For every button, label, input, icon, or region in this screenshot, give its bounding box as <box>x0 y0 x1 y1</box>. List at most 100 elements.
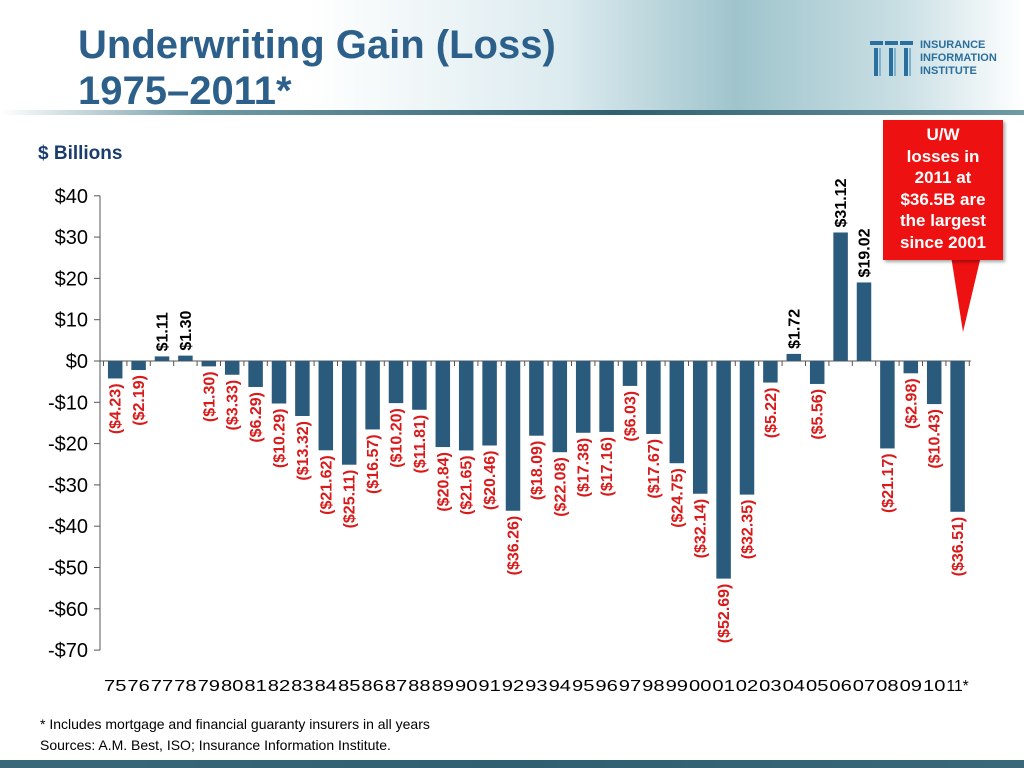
bar <box>458 361 474 451</box>
x-category-label: 09 <box>900 678 923 695</box>
bar <box>646 361 661 434</box>
bar <box>271 361 287 404</box>
y-tick-label: -$40 <box>48 516 88 538</box>
x-category-label: 78 <box>174 678 197 695</box>
bottom-divider <box>0 760 1024 768</box>
callout-line: the largest <box>900 211 986 230</box>
bar <box>786 353 802 361</box>
y-tick-label: -$30 <box>48 475 88 497</box>
x-category-label: 97 <box>619 678 642 695</box>
bar <box>716 361 731 579</box>
bar <box>692 361 708 494</box>
iii-logo-mark-icon <box>870 41 913 76</box>
bar <box>856 282 872 361</box>
y-tick-label: $10 <box>55 310 88 332</box>
x-category-label: 77 <box>151 678 174 695</box>
bar-data-label: ($1.30) <box>201 371 218 422</box>
logo-text-line-1: INSURANCE <box>920 39 986 51</box>
footnote: * Includes mortgage and financial guaran… <box>40 714 430 756</box>
y-tick-label: -$70 <box>48 640 88 662</box>
x-category-label: 07 <box>853 678 876 695</box>
header-divider <box>0 110 1024 115</box>
y-tick-label: -$50 <box>48 558 88 580</box>
bar <box>739 361 755 495</box>
footnote-line-1: * Includes mortgage and financial guaran… <box>40 716 430 732</box>
x-category-label: 95 <box>572 678 595 695</box>
x-category-label: 76 <box>127 678 150 695</box>
bar <box>412 361 427 410</box>
bar-data-label: ($21.62) <box>318 455 335 515</box>
bar-data-label: ($36.51) <box>950 517 967 577</box>
x-category-label: 89 <box>432 678 455 695</box>
bar <box>552 361 568 453</box>
page-title: Underwriting Gain (Loss) 1975–2011* <box>78 22 556 114</box>
bar-data-label: ($20.46) <box>482 450 499 510</box>
bar <box>505 361 521 511</box>
x-category-label: 79 <box>198 678 221 695</box>
bar-data-label: ($21.17) <box>880 453 897 513</box>
bar-data-label: ($5.22) <box>763 388 780 439</box>
x-category-label: 11* <box>946 678 968 695</box>
bar <box>435 361 451 448</box>
x-category-label: 96 <box>595 678 618 695</box>
bar-data-label: ($32.35) <box>740 500 757 560</box>
bar-data-label: $19.02 <box>857 228 874 277</box>
callout-line: losses in <box>906 146 980 166</box>
bar <box>529 361 544 436</box>
bar-data-label: ($6.03) <box>623 391 640 442</box>
bar <box>365 361 380 430</box>
bar-data-label: ($18.09) <box>529 441 546 501</box>
x-category-label: 00 <box>689 678 712 695</box>
logo-text-line-2: INFORMATION <box>920 52 997 64</box>
bar <box>903 361 919 374</box>
x-category-label: 94 <box>549 678 572 695</box>
logo-text-line-3: INSTITUTE <box>920 65 977 77</box>
x-category-label: 10 <box>923 678 946 695</box>
callout-line: U/W <box>926 125 960 144</box>
bar <box>224 361 240 375</box>
y-axis-unit-label: $ Billions <box>38 143 123 164</box>
bar-data-label: ($22.08) <box>552 457 569 517</box>
x-category-label: 06 <box>829 678 852 695</box>
x-category-label: 86 <box>361 678 384 695</box>
bar <box>248 361 263 387</box>
x-category-label: 91 <box>478 678 501 695</box>
header-band <box>0 0 1024 112</box>
x-category-label: 93 <box>525 678 548 695</box>
bar-data-label: ($2.98) <box>903 378 920 429</box>
bar-data-label: ($3.33) <box>225 380 242 431</box>
callout-box: U/W losses in 2011 at $36.5B are the lar… <box>883 120 1003 260</box>
title-line-2: 1975–2011* <box>78 69 292 113</box>
x-category-label: 88 <box>408 678 431 695</box>
bar-data-label: ($6.29) <box>248 392 265 443</box>
iii-logo: INSURANCE INFORMATION INSTITUTE <box>868 38 1018 78</box>
bar-data-label: ($17.67) <box>646 439 663 499</box>
x-category-label: 84 <box>315 678 338 695</box>
x-category-label: 08 <box>876 678 899 695</box>
x-category-label: 01 <box>712 678 735 695</box>
bar-data-label: ($11.81) <box>412 415 429 474</box>
y-tick-label: $30 <box>55 227 88 249</box>
y-tick-label: -$10 <box>48 392 88 414</box>
y-tick-label: -$20 <box>48 434 88 456</box>
bar-data-label: $1.30 <box>178 310 195 350</box>
bar-data-label: $1.72 <box>786 309 803 349</box>
x-category-label: 02 <box>736 678 759 695</box>
bar <box>201 361 217 367</box>
bar <box>482 361 497 446</box>
bar-data-label: ($36.26) <box>506 516 523 576</box>
bar <box>950 361 965 512</box>
bar <box>131 361 146 371</box>
callout-line: since 2001 <box>899 232 986 252</box>
x-category-label: 03 <box>759 678 782 695</box>
bar <box>833 232 848 361</box>
bar <box>107 361 123 379</box>
logo-wordmark: INSURANCE INFORMATION INSTITUTE <box>920 39 997 78</box>
bar-data-label: ($20.84) <box>435 452 452 512</box>
bar-data-label: ($17.16) <box>599 437 616 497</box>
x-category-label: 92 <box>502 678 525 695</box>
bar-data-label: ($17.38) <box>576 438 593 498</box>
x-category-label: 85 <box>338 678 361 695</box>
x-category-label: 99 <box>666 678 689 695</box>
bar <box>388 361 404 404</box>
